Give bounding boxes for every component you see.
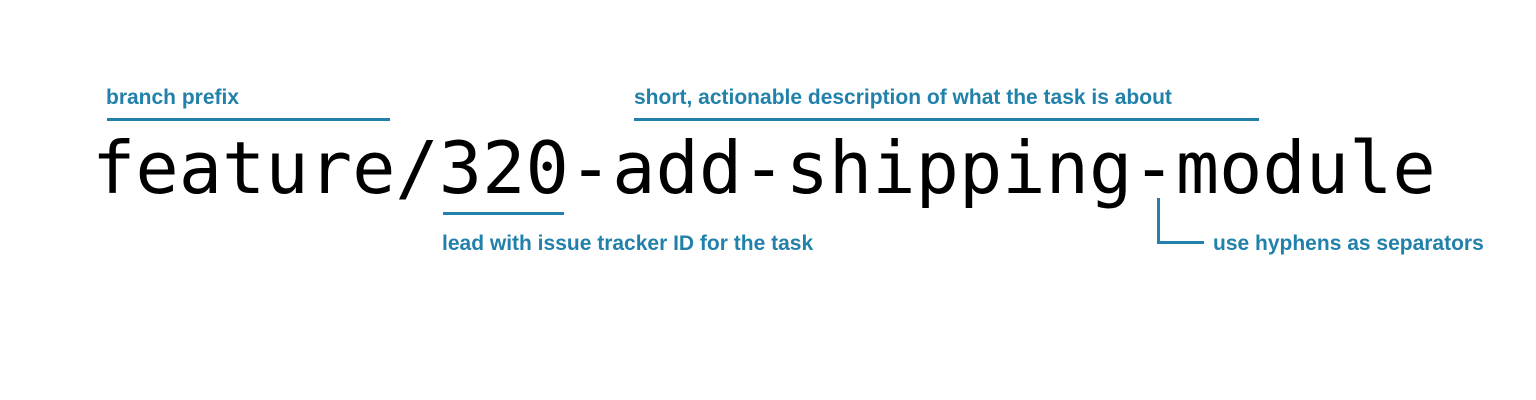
description-label: short, actionable description of what th… (634, 86, 1172, 109)
description-underline (634, 118, 1259, 121)
branch-prefix-underline (107, 118, 390, 121)
issue-id-label: lead with issue tracker ID for the task (442, 232, 814, 255)
issue-id-underline (443, 212, 564, 215)
branch-prefix-label: branch prefix (106, 86, 240, 109)
separators-label: use hyphens as separators (1213, 232, 1484, 255)
branch-name: feature/320-add-shipping-module (92, 126, 1436, 210)
separator-pointer (1157, 198, 1204, 244)
